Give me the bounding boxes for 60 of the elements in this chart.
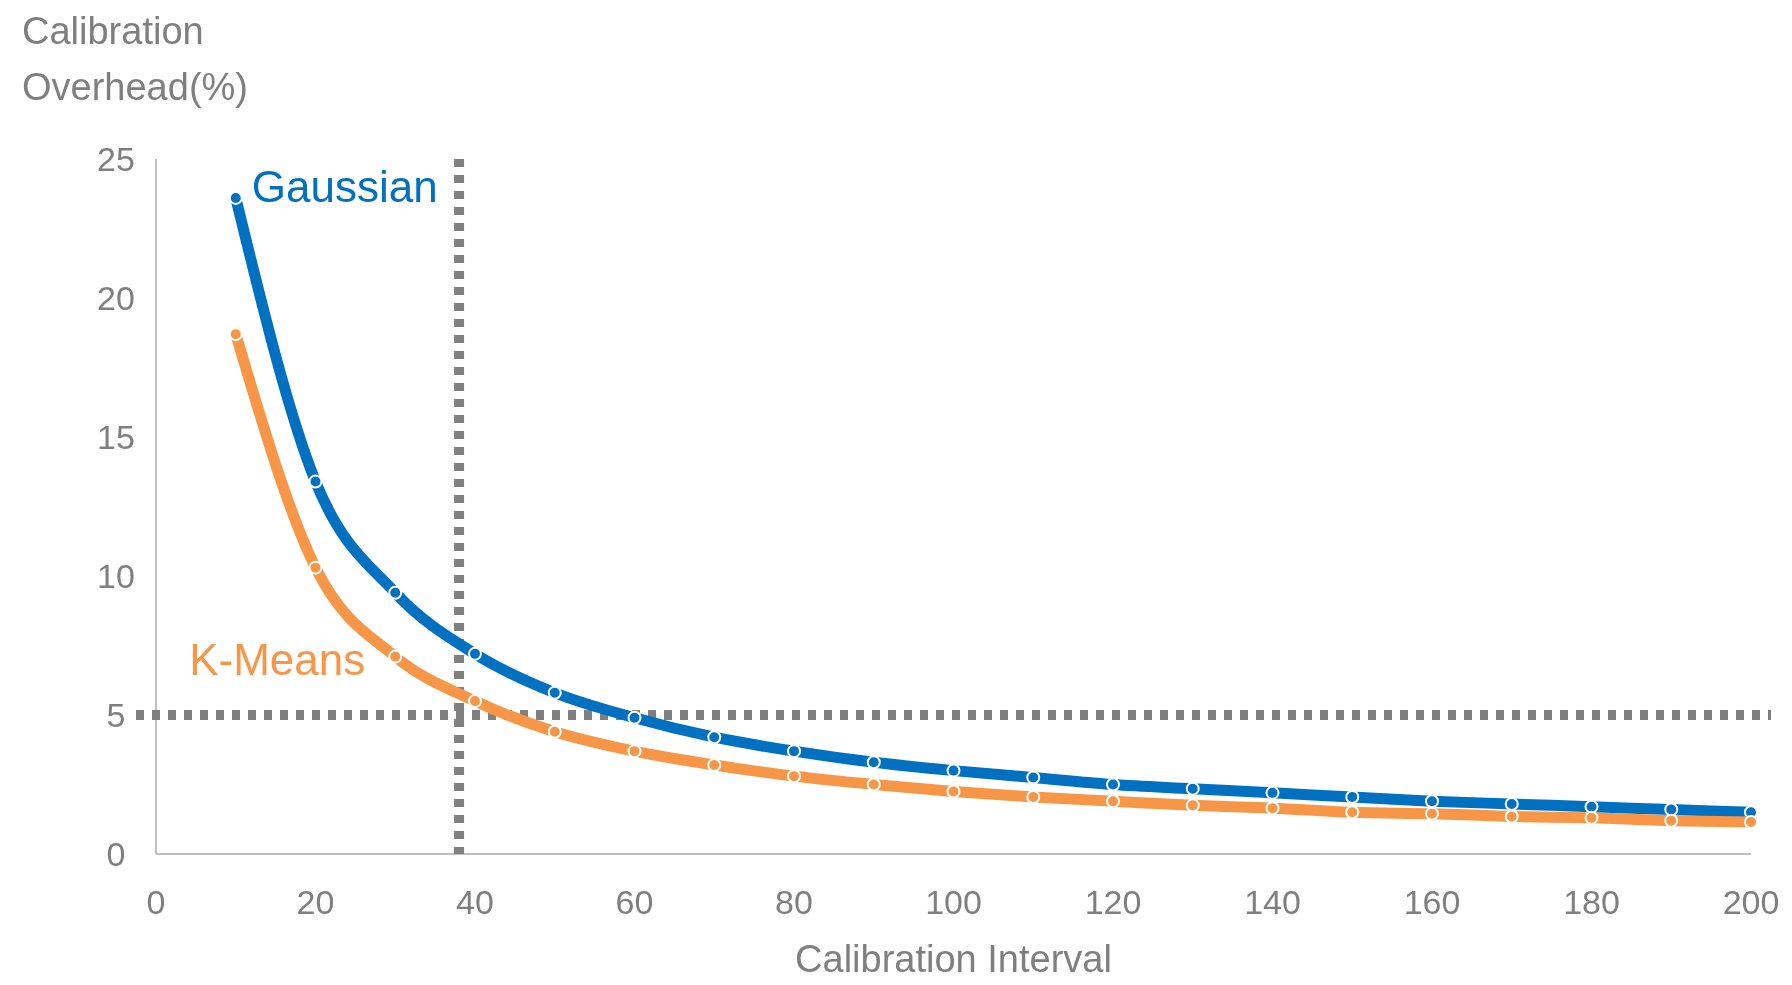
point bbox=[468, 646, 482, 661]
y-axis-title: Calibration Overhead(%) bbox=[22, 10, 248, 108]
point bbox=[787, 744, 801, 759]
point bbox=[1504, 796, 1519, 811]
point bbox=[1106, 777, 1120, 792]
x-tick-label: 60 bbox=[615, 883, 654, 921]
y-tick-label: 20 bbox=[97, 279, 135, 317]
point bbox=[228, 327, 243, 342]
point bbox=[707, 730, 722, 745]
point bbox=[787, 769, 801, 784]
x-tick-label: 180 bbox=[1563, 883, 1620, 921]
point bbox=[1265, 801, 1280, 816]
series-label: Gaussian bbox=[251, 161, 438, 211]
series-label: K-Means bbox=[189, 634, 366, 684]
x-tick-label: 120 bbox=[1084, 883, 1142, 921]
point bbox=[308, 474, 323, 489]
point bbox=[1185, 781, 1200, 796]
point bbox=[1584, 810, 1599, 825]
point bbox=[1185, 798, 1200, 813]
point bbox=[228, 190, 243, 205]
point bbox=[627, 710, 642, 725]
x-tick-label: 200 bbox=[1722, 883, 1780, 921]
point bbox=[1504, 809, 1519, 824]
point bbox=[1106, 794, 1120, 809]
point bbox=[1265, 785, 1280, 800]
x-tick-label: 160 bbox=[1403, 883, 1461, 921]
point bbox=[946, 763, 961, 778]
point bbox=[866, 755, 881, 770]
y-tick-label: 0 bbox=[106, 835, 126, 873]
point bbox=[1345, 805, 1360, 820]
point bbox=[1425, 806, 1439, 821]
x-tick-label: 140 bbox=[1244, 883, 1301, 921]
point bbox=[388, 585, 403, 600]
point bbox=[1664, 813, 1679, 828]
point bbox=[1026, 790, 1041, 805]
y-tick-label: 5 bbox=[106, 696, 126, 734]
x-axis-title: Calibration Interval bbox=[795, 938, 1112, 980]
point bbox=[468, 694, 482, 709]
x-tick-label: 20 bbox=[296, 883, 335, 921]
point bbox=[946, 784, 961, 799]
point bbox=[866, 777, 881, 792]
x-tick-label: 80 bbox=[775, 883, 813, 921]
point bbox=[1345, 790, 1360, 805]
point bbox=[707, 758, 722, 773]
point bbox=[547, 685, 562, 700]
y-tick-label: 25 bbox=[97, 140, 135, 178]
point bbox=[308, 560, 323, 575]
point bbox=[547, 724, 562, 739]
y-tick-label: 15 bbox=[97, 418, 135, 456]
x-tick-label: 0 bbox=[146, 883, 166, 921]
point bbox=[627, 744, 642, 759]
point bbox=[1026, 770, 1041, 785]
point bbox=[1744, 815, 1758, 830]
point bbox=[1425, 794, 1439, 809]
point bbox=[1584, 799, 1599, 814]
x-tick-label: 100 bbox=[925, 883, 982, 921]
point bbox=[1664, 802, 1679, 817]
x-tick-label: 40 bbox=[456, 883, 494, 921]
point bbox=[388, 649, 403, 664]
y-tick-label: 10 bbox=[97, 557, 135, 595]
